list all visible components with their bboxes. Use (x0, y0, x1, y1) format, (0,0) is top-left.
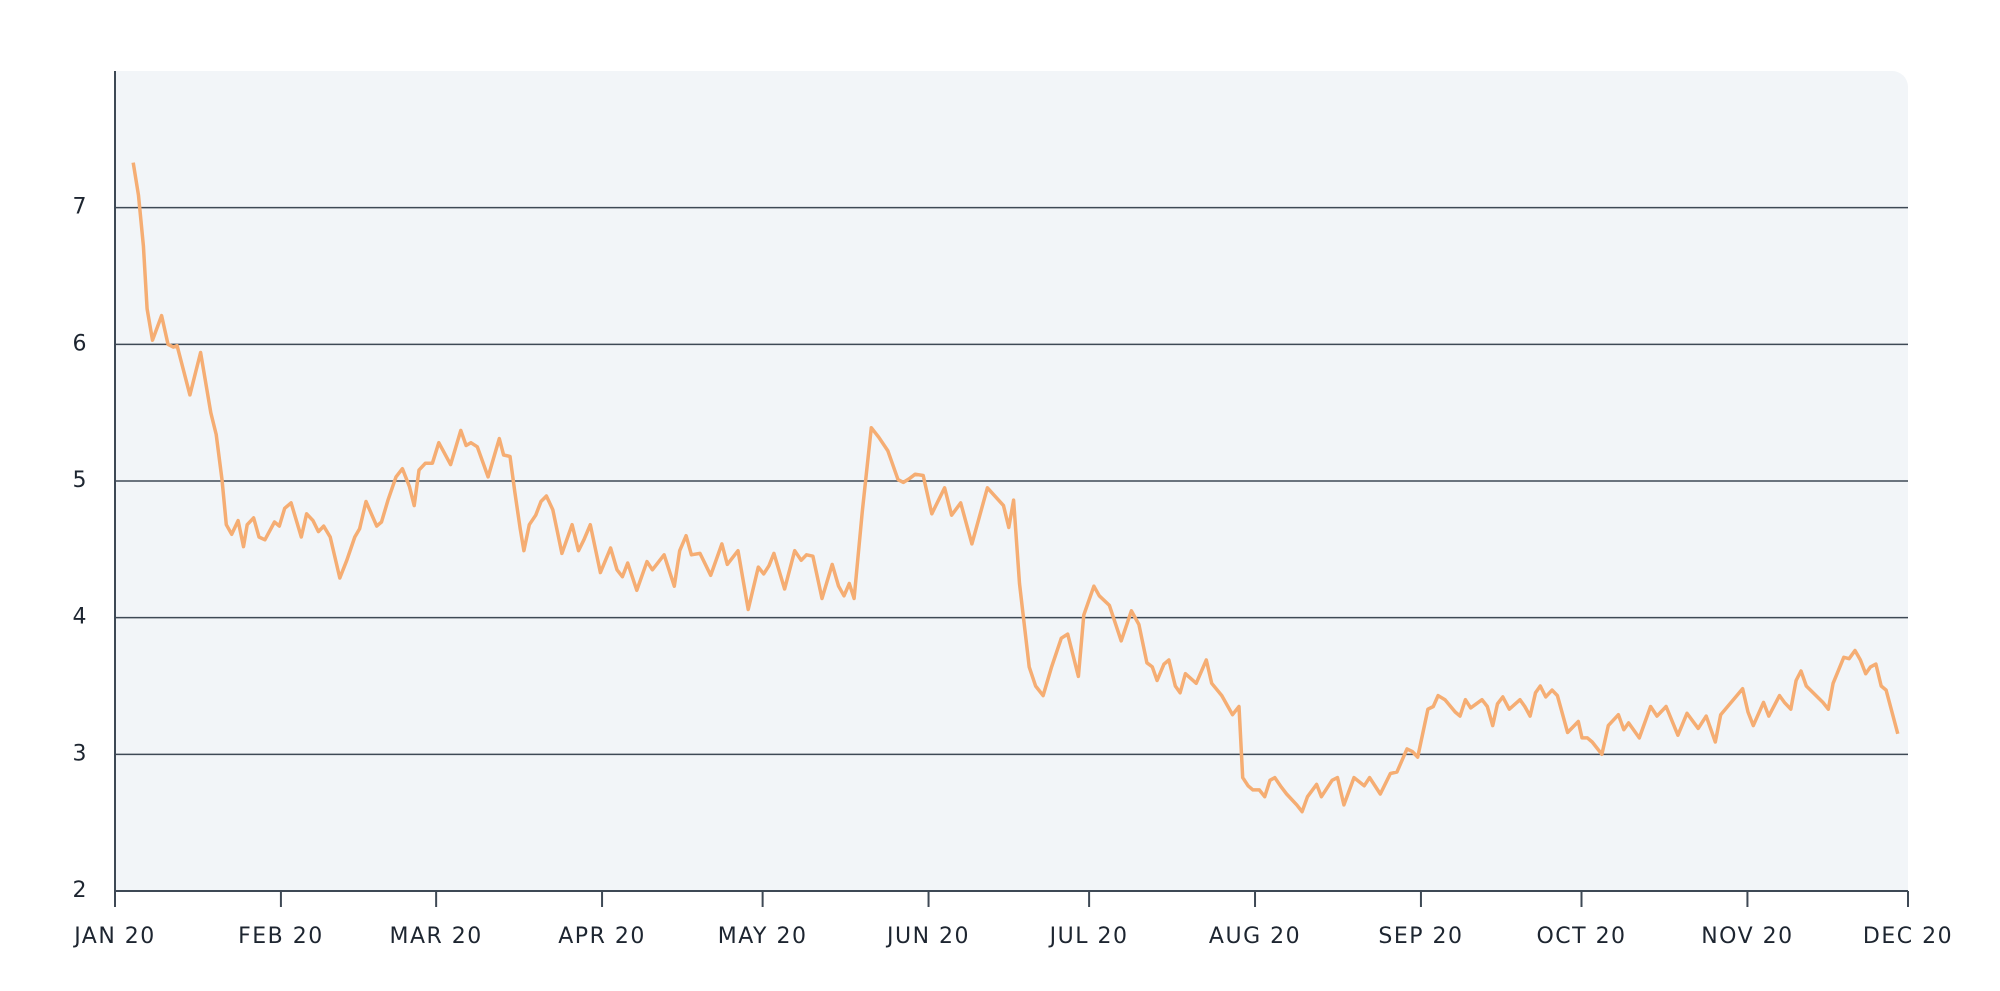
x-tick-label: MAY 20 (718, 924, 808, 949)
x-tick-label: MAR 20 (389, 924, 482, 949)
x-tick-label: APR 20 (558, 924, 646, 949)
x-tick-label: FEB 20 (238, 924, 324, 949)
x-tick-label: JAN 20 (72, 924, 156, 949)
y-tick-label: 7 (73, 195, 89, 220)
series-line (131, 162, 1900, 814)
x-tick-label: JUN 20 (885, 924, 970, 949)
x-tick-label: DEC 20 (1863, 924, 1953, 949)
x-tick-label: OCT 20 (1536, 924, 1626, 949)
y-tick-label: 6 (73, 331, 89, 356)
x-tick-label: AUG 20 (1209, 924, 1301, 949)
y-tick-label: 5 (73, 468, 89, 493)
y-tick-label: 2 (73, 878, 89, 903)
x-tick-label: SEP 20 (1378, 924, 1463, 949)
y-tick-label: 4 (73, 605, 89, 630)
x-tick-label: NOV 20 (1701, 924, 1793, 949)
y-tick-label: 3 (73, 741, 89, 766)
x-tick-label: JUL 20 (1048, 924, 1129, 949)
